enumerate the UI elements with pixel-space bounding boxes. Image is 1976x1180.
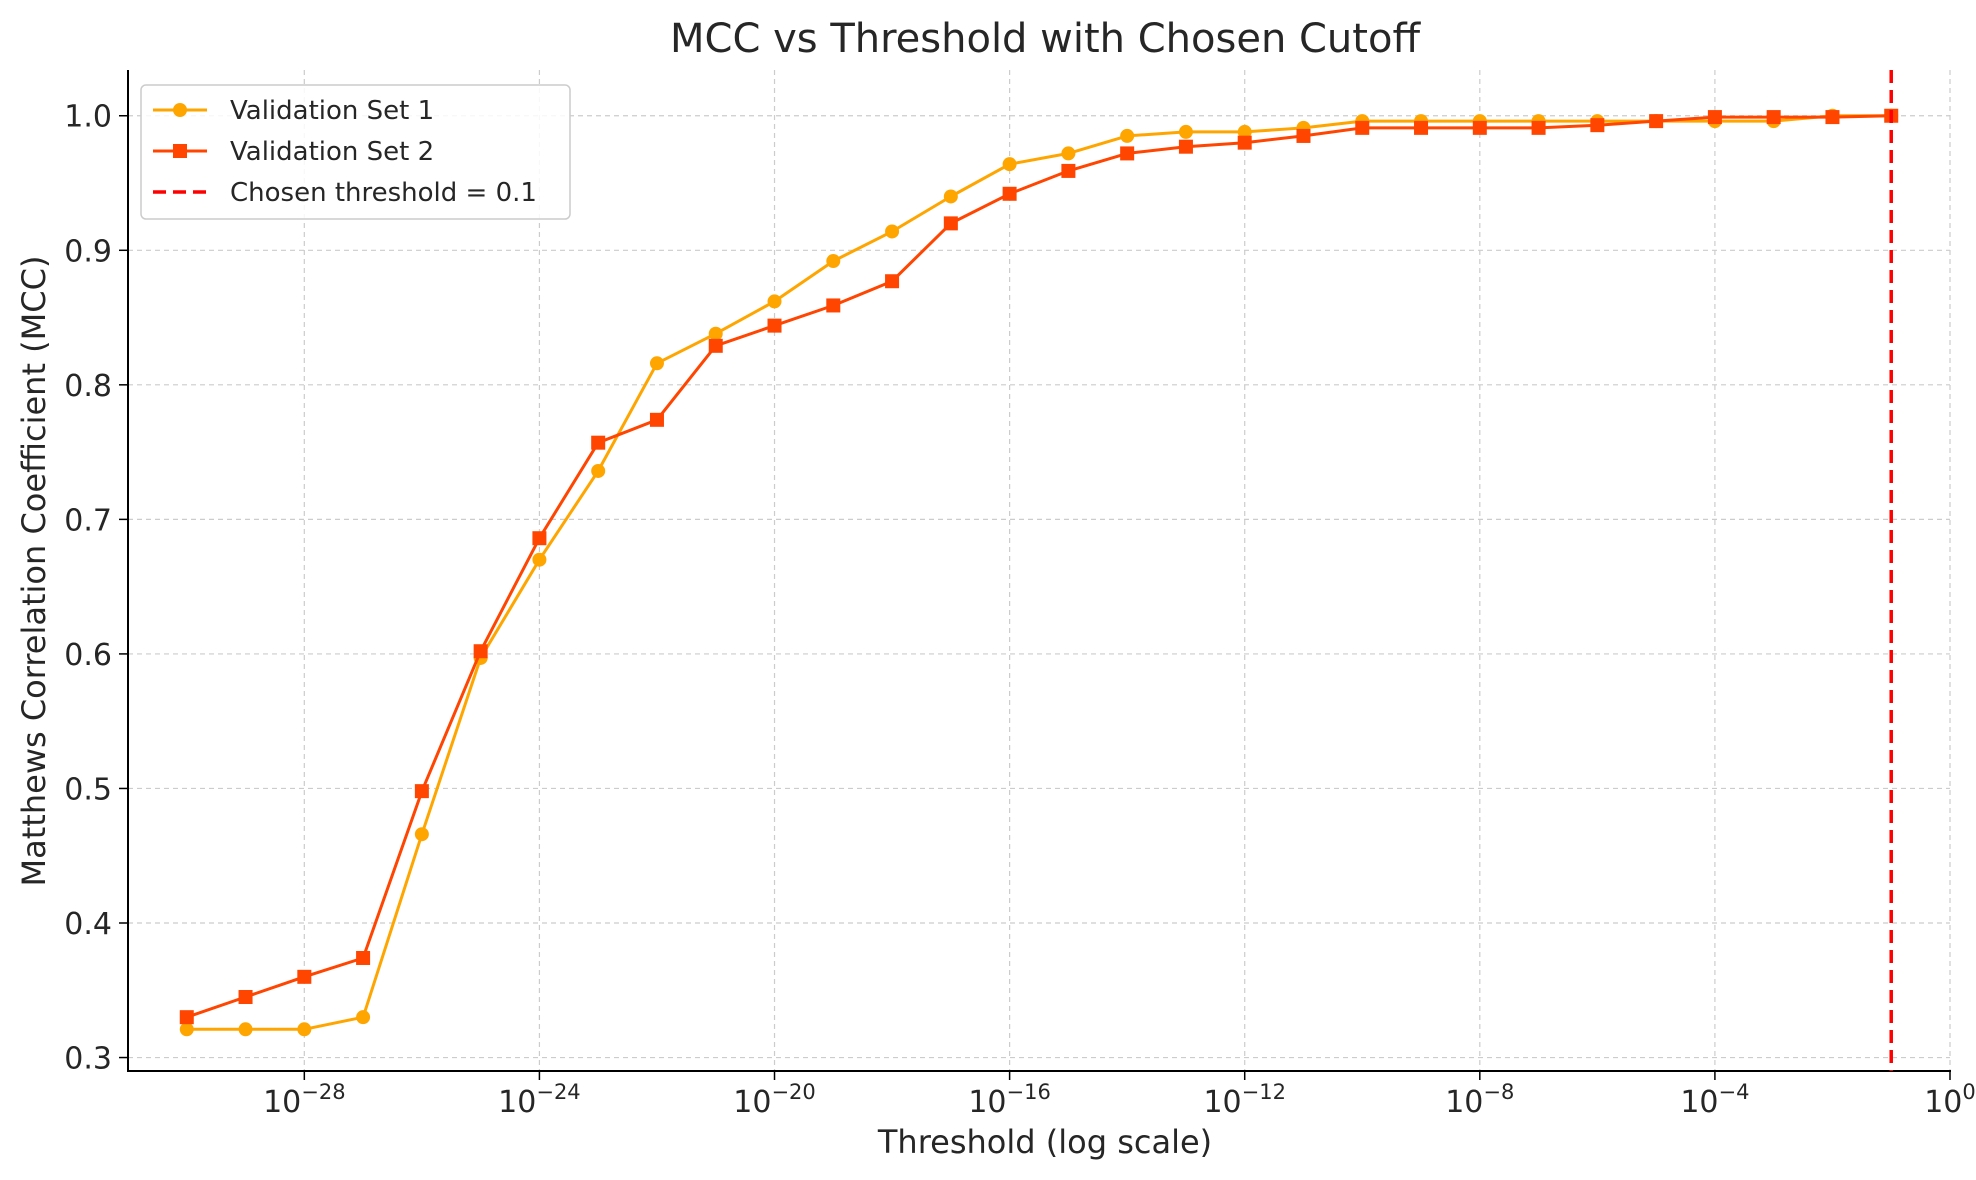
- legend-label-cutoff: Chosen threshold = 0.1: [230, 178, 537, 208]
- y-tick-label: 0.3: [64, 1042, 112, 1077]
- x-tick-label: 10−12: [1203, 1080, 1286, 1120]
- series-2-point: [591, 435, 606, 450]
- series-1-point: [1061, 146, 1076, 161]
- series-line-1: [186, 114, 1892, 1031]
- y-tick-label: 0.4: [64, 907, 112, 942]
- series-1-point: [1237, 124, 1252, 139]
- series-2-point: [1002, 186, 1017, 201]
- y-tick-label: 0.7: [64, 503, 112, 538]
- series-1-point: [414, 827, 429, 842]
- series-2-point: [943, 216, 958, 231]
- x-axis-ticks: 10−28 10−24 10−20 10−16 10−12 10−8 10−4 100: [263, 1071, 1976, 1120]
- series-2-point: [179, 1010, 194, 1025]
- series-2-point: [1178, 139, 1193, 154]
- y-tick-label: 0.9: [64, 234, 112, 269]
- x-tick-label: 10−20: [733, 1080, 816, 1120]
- legend-marker-set1: [173, 103, 187, 117]
- y-axis-label: Matthews Correlation Coefficient (MCC): [15, 256, 53, 887]
- series-2-point: [1825, 110, 1840, 125]
- series-2-point: [1414, 120, 1429, 135]
- x-tick-label: 10−4: [1680, 1080, 1749, 1120]
- series-2-point: [1472, 120, 1487, 135]
- series-1-point: [1178, 124, 1193, 139]
- legend-label-set2: Validation Set 2: [230, 137, 434, 167]
- series-1-point: [943, 189, 958, 204]
- x-tick-label: 10−8: [1445, 1080, 1514, 1120]
- series-2-point: [1355, 120, 1370, 135]
- chart-title: MCC vs Threshold with Chosen Cutoff: [670, 16, 1421, 62]
- series-1-point: [356, 1010, 371, 1025]
- x-tick-label: 100: [1924, 1080, 1976, 1120]
- series-2-point: [1296, 128, 1311, 143]
- series-2-point: [1649, 114, 1664, 129]
- x-tick-label: 10−24: [498, 1080, 581, 1120]
- series-1-point: [708, 326, 723, 341]
- series-1-point: [767, 294, 782, 309]
- series-1-point: [1120, 128, 1135, 143]
- series-2-point: [708, 338, 723, 353]
- series-1-point: [591, 463, 606, 478]
- series-2-point: [1120, 146, 1135, 161]
- series-2-point: [885, 274, 900, 289]
- series-1-point: [297, 1022, 312, 1037]
- series-1-point: [649, 356, 664, 371]
- series-2-point: [1707, 110, 1722, 125]
- series-2-point: [414, 784, 429, 799]
- series-2-point: [297, 969, 312, 984]
- series-2-point: [1061, 163, 1076, 178]
- series-1-point: [238, 1022, 253, 1037]
- legend-label-set1: Validation Set 1: [230, 96, 434, 126]
- series-1-point: [179, 1022, 194, 1037]
- x-tick-label: 10−16: [968, 1080, 1051, 1120]
- series-2-point: [532, 531, 547, 546]
- series-2-point: [1531, 120, 1546, 135]
- series-2-point: [649, 412, 664, 427]
- series-1-point: [826, 254, 841, 269]
- series-2-point: [356, 950, 371, 965]
- series-1-point: [1002, 157, 1017, 172]
- series-2-point: [826, 298, 841, 313]
- series-1-point: [532, 552, 547, 567]
- series-2-point: [238, 990, 253, 1005]
- series-2-point: [767, 318, 782, 333]
- y-tick-label: 1.0: [64, 100, 112, 135]
- grid: [128, 70, 1951, 1071]
- series-2-point: [473, 644, 488, 659]
- series-2-point: [1766, 110, 1781, 125]
- legend: Validation Set 1 Validation Set 2 Chosen…: [140, 84, 571, 220]
- series-2-point: [1237, 135, 1252, 150]
- x-axis-label: Threshold (log scale): [877, 1123, 1212, 1161]
- legend-marker-set2: [173, 144, 187, 158]
- series-2-point: [1590, 118, 1605, 133]
- y-axis-ticks: 0.3 0.4 0.5 0.6 0.7 0.8 0.9 1.0: [64, 100, 128, 1077]
- y-tick-label: 0.5: [64, 772, 112, 807]
- x-tick-label: 10−28: [263, 1080, 346, 1120]
- y-tick-label: 0.6: [64, 638, 112, 673]
- legend-box: [140, 84, 571, 220]
- y-tick-label: 0.8: [64, 369, 112, 404]
- series-1-point: [885, 224, 900, 239]
- series-line-2: [186, 114, 1892, 1019]
